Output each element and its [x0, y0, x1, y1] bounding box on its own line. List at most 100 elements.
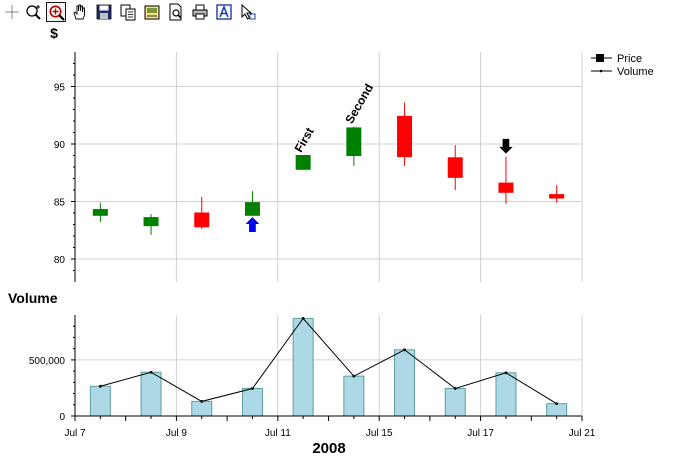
volume-y-ticks: 0 500,000: [29, 325, 75, 423]
volume-bar: [292, 317, 314, 417]
volume-y-tick-label: 500,000: [29, 356, 66, 367]
volume-title: Volume: [8, 290, 58, 306]
candles: [92, 102, 565, 235]
price-y-tick-label: 80: [54, 255, 66, 266]
x-tick-label: Jul 11: [265, 428, 291, 439]
x-tick-label: Jul 17: [467, 428, 494, 439]
x-tick-label: Jul 7: [64, 428, 86, 439]
down-arrow-marker: [499, 138, 513, 154]
volume-point: [149, 370, 153, 374]
up-arrow-marker: [245, 217, 260, 232]
candle-body: [549, 194, 565, 199]
volume-bar: [394, 349, 416, 417]
price-y-ticks: 80 85 90 95: [54, 63, 75, 271]
volume-point: [301, 316, 305, 320]
legend-volume-label: Volume: [617, 66, 654, 78]
candle-body: [397, 115, 413, 158]
edit-tool-button[interactable]: [142, 2, 162, 22]
legend-price-label: Price: [617, 53, 642, 65]
text-tool-button[interactable]: [214, 2, 234, 22]
copy-icon: [120, 4, 136, 21]
print-tool-button[interactable]: [190, 2, 210, 22]
candle: [143, 214, 159, 235]
volume-line: [98, 316, 559, 406]
volume-point: [200, 400, 204, 403]
x-tick-label: Jul 21: [569, 428, 596, 439]
x-tick-label: Jul 9: [166, 428, 188, 439]
zoom-tool-button[interactable]: [24, 2, 44, 22]
x-tick-label: Jul 15: [366, 428, 393, 439]
candle-body: [244, 202, 260, 216]
pointer-icon: [241, 3, 256, 20]
pan-tool-button[interactable]: [70, 2, 90, 22]
candle: [498, 156, 514, 204]
candle: [397, 102, 413, 166]
legend-volume: Volume: [591, 66, 654, 78]
x-axis-label: 2008: [312, 440, 345, 457]
printer-icon: [192, 4, 208, 20]
price-panel: 80 85 90 95 $ First Second Price Volume: [50, 25, 654, 282]
volume-series-line: [100, 317, 557, 405]
legend-price: Price: [591, 53, 642, 65]
volume-point: [555, 402, 559, 406]
volume-bar: [89, 385, 111, 417]
candle: [92, 202, 108, 223]
candle: [549, 185, 565, 203]
candle: [194, 196, 210, 230]
volume-point: [403, 348, 406, 352]
candle-body: [346, 127, 362, 157]
price-y-tick-label: 85: [54, 198, 66, 209]
candle: [447, 145, 463, 190]
markers: [245, 138, 513, 232]
price-y-tick-label: 95: [54, 83, 66, 94]
volume-point: [504, 371, 508, 375]
volume-bar: [343, 375, 365, 417]
zoom-rect-tool-button[interactable]: [46, 2, 66, 22]
price-y-tick-label: 90: [54, 140, 66, 151]
legend-price-swatch: [596, 54, 604, 62]
crosshair-tool-button[interactable]: [2, 2, 22, 22]
zoom-icon: [26, 5, 41, 20]
save-icon: [96, 4, 112, 20]
candle: [244, 191, 260, 216]
volume-bar: [546, 403, 568, 417]
save-tool-button[interactable]: [94, 2, 114, 22]
candle-body: [447, 157, 463, 178]
volume-bar: [495, 372, 517, 417]
pointer-tool-button[interactable]: [238, 2, 258, 22]
volume-bar: [191, 400, 213, 417]
volume-bar: [140, 371, 162, 417]
volume-point: [98, 384, 102, 388]
legend: Price Volume: [591, 53, 654, 78]
volume-point: [251, 387, 254, 390]
candle-body: [295, 155, 311, 170]
annotation-label: First: [292, 125, 317, 155]
price-y-label: $: [50, 25, 58, 41]
candle-body: [194, 212, 210, 228]
candle: [346, 126, 362, 166]
print-preview-tool-button[interactable]: [166, 2, 186, 22]
volume-bar: [444, 388, 466, 417]
candle: [295, 155, 311, 170]
candle-body: [143, 217, 159, 227]
copy-tool-button[interactable]: [118, 2, 138, 22]
text-icon: [216, 4, 232, 20]
candle-body: [498, 182, 514, 193]
volume-y-tick-label: 0: [59, 412, 65, 423]
print-preview-icon: [169, 3, 182, 21]
candle-body: [92, 209, 108, 216]
x-ticks: Jul 7 Jul 9 Jul 11 Jul 15 Jul 17 Jul 21: [64, 416, 596, 439]
chart-toolbar: [0, 0, 300, 24]
zoom-in-icon: [49, 5, 65, 21]
legend-volume-marker: [599, 69, 603, 73]
annotation-label: Second: [342, 81, 376, 126]
volume-bars: [89, 317, 568, 417]
hand-icon: [73, 4, 85, 20]
volume-point: [453, 387, 457, 390]
volume-point: [352, 374, 356, 378]
volume-bar: [241, 388, 263, 417]
edit-icon: [144, 5, 160, 20]
crosshair-icon: [5, 5, 19, 19]
